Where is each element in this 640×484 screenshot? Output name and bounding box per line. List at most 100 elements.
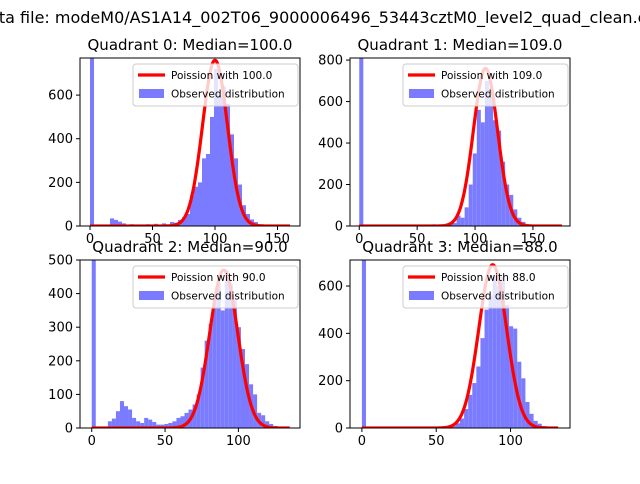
y-tick-label: 0 <box>335 422 343 437</box>
histogram-bar <box>265 421 270 428</box>
y-tick-label: 400 <box>318 327 343 342</box>
histogram-bar <box>468 184 473 226</box>
histogram-bar <box>460 418 465 428</box>
histogram-bar <box>455 423 460 428</box>
histogram-bar <box>517 361 522 428</box>
histogram-bar <box>164 423 169 428</box>
poisson-fit-line <box>89 58 291 226</box>
axes-frame <box>349 259 571 429</box>
histogram-bar <box>110 218 114 226</box>
legend-hist-swatch <box>409 291 434 300</box>
histogram-bar <box>505 184 510 226</box>
quadrant-0-axes: 0 50 100 150 0 200 400 600 Quadrant 0: Median=10… <box>48 36 301 247</box>
histogram-bar <box>140 422 145 428</box>
legend-box <box>132 63 299 107</box>
x-tick-label: 0 <box>355 232 363 247</box>
axes-frame <box>79 259 301 429</box>
histogram-bar <box>156 424 161 428</box>
histogram-bar <box>509 326 514 428</box>
axes-frame <box>349 57 571 227</box>
histogram-bar <box>180 416 185 428</box>
histogram-bar <box>222 86 226 226</box>
histogram-bar <box>451 425 456 428</box>
x-tick-label: 50 <box>409 232 426 247</box>
histogram-bar <box>184 412 189 428</box>
poisson-fit-line <box>361 263 559 428</box>
histogram-bar <box>468 394 473 428</box>
histogram-bar <box>488 295 493 428</box>
histogram-bar <box>168 422 173 428</box>
histogram-bar <box>202 158 206 226</box>
histogram-bar <box>359 58 364 226</box>
x-tick-label: 0 <box>88 434 96 449</box>
quadrant-0-title: Quadrant 0: Median=100.0 <box>88 36 293 54</box>
legend-hist-label: Observed distribution <box>171 291 285 303</box>
histogram-bar <box>90 58 94 226</box>
legend-hist-swatch <box>409 89 434 98</box>
histogram-bar <box>111 418 116 428</box>
y-tick-label: 600 <box>318 280 343 295</box>
histogram-bar <box>525 401 530 428</box>
histogram-bar <box>484 309 489 428</box>
legend-hist-label: Observed distribution <box>441 291 555 303</box>
figure-title: Data file: modeM0/AS1A14_002T06_90000064… <box>0 8 640 27</box>
legend-fit-label: Poission with 90.0 <box>171 272 266 284</box>
histogram-bar <box>232 300 237 428</box>
y-tick-label: 600 <box>318 95 343 110</box>
legend-box <box>402 265 569 309</box>
y-tick-label: 600 <box>48 89 73 104</box>
histogram-bar <box>91 260 96 428</box>
histogram-bar <box>118 221 122 226</box>
histogram-bar <box>190 195 194 226</box>
legend-hist-label: Observed distribution <box>441 89 555 101</box>
histogram-bar <box>472 153 477 226</box>
x-tick-label: 100 <box>498 434 523 449</box>
x-tick-label: 100 <box>203 232 228 247</box>
legend-hist-label: Observed distribution <box>171 89 285 101</box>
y-tick-label: 0 <box>335 220 343 235</box>
histogram-bar <box>230 134 234 226</box>
histogram-bar <box>182 217 186 226</box>
histogram-bar <box>533 420 538 428</box>
histogram-bar <box>216 283 221 428</box>
quadrant-2-data <box>91 260 291 428</box>
y-tick-label: 400 <box>318 137 343 152</box>
x-tick-label: 50 <box>157 434 174 449</box>
histogram-bar <box>236 327 241 428</box>
histogram-bar <box>484 80 489 226</box>
histogram-bar <box>198 182 202 226</box>
legend-hist-swatch <box>139 291 164 300</box>
histogram-bar <box>476 109 481 226</box>
y-tick-label: 0 <box>65 220 73 235</box>
histogram-bar <box>261 415 266 428</box>
y-tick-label: 200 <box>48 354 73 369</box>
y-tick-label: 200 <box>48 176 73 191</box>
quadrant-1-title: Quadrant 1: Median=109.0 <box>358 36 563 54</box>
quadrant-3-data <box>361 260 559 428</box>
histogram-bar <box>196 394 201 428</box>
quadrant-2-title: Quadrant 2: Median=90.0 <box>92 238 287 256</box>
x-tick-label: 100 <box>226 434 251 449</box>
x-tick-label: 150 <box>265 232 290 247</box>
histogram-bar <box>132 417 137 428</box>
legend: Poission with 88.0 Observed distribution <box>402 265 569 309</box>
histogram-bar <box>148 419 153 428</box>
y-tick-label: 100 <box>48 388 73 403</box>
histogram-bar <box>452 223 457 226</box>
histogram-bar <box>521 378 526 428</box>
histogram-bar <box>480 338 485 428</box>
quadrant-0-data <box>89 58 291 226</box>
histogram-bar <box>224 270 229 428</box>
x-tick-label: 50 <box>144 232 161 247</box>
y-tick-label: 800 <box>318 54 343 69</box>
histogram-bar <box>228 283 233 428</box>
legend-box <box>132 265 299 309</box>
quadrant-3-axes: 0 50 100 0 200 400 600 Quadrant 3: Median=88.0 P… <box>318 238 571 449</box>
legend-box <box>402 63 569 107</box>
y-tick-label: 300 <box>48 321 73 336</box>
histogram-bar <box>496 286 501 428</box>
histogram-bar <box>220 310 225 428</box>
x-tick-label: 150 <box>521 232 546 247</box>
